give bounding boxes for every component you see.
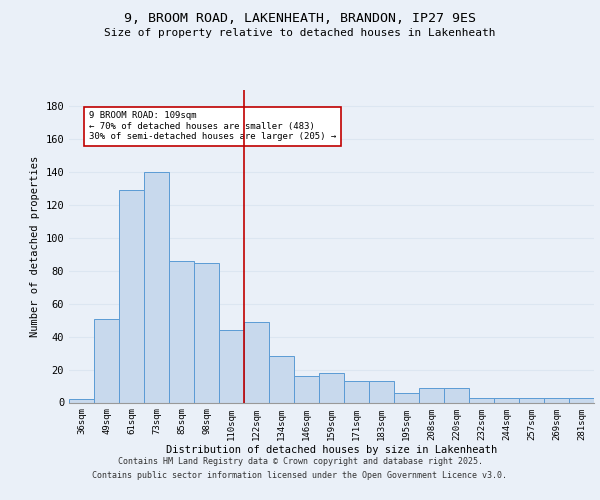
Bar <box>169 261 194 402</box>
Text: 9, BROOM ROAD, LAKENHEATH, BRANDON, IP27 9ES: 9, BROOM ROAD, LAKENHEATH, BRANDON, IP27… <box>124 12 476 26</box>
Bar <box>319 373 344 402</box>
Bar <box>369 381 394 402</box>
Bar <box>69 399 94 402</box>
Bar <box>519 398 544 402</box>
Bar <box>344 381 369 402</box>
Bar <box>494 398 519 402</box>
Bar <box>194 262 219 402</box>
Text: Contains HM Land Registry data © Crown copyright and database right 2025.: Contains HM Land Registry data © Crown c… <box>118 458 482 466</box>
Bar <box>544 398 569 402</box>
X-axis label: Distribution of detached houses by size in Lakenheath: Distribution of detached houses by size … <box>166 445 497 455</box>
Text: Size of property relative to detached houses in Lakenheath: Size of property relative to detached ho… <box>104 28 496 38</box>
Bar <box>219 330 244 402</box>
Bar <box>444 388 469 402</box>
Y-axis label: Number of detached properties: Number of detached properties <box>30 156 40 337</box>
Bar <box>94 318 119 402</box>
Text: 9 BROOM ROAD: 109sqm
← 70% of detached houses are smaller (483)
30% of semi-deta: 9 BROOM ROAD: 109sqm ← 70% of detached h… <box>89 112 336 141</box>
Bar <box>144 172 169 402</box>
Bar <box>119 190 144 402</box>
Bar <box>294 376 319 402</box>
Bar <box>569 398 594 402</box>
Bar <box>469 398 494 402</box>
Bar <box>419 388 444 402</box>
Bar <box>244 322 269 402</box>
Text: Contains public sector information licensed under the Open Government Licence v3: Contains public sector information licen… <box>92 471 508 480</box>
Bar <box>269 356 294 403</box>
Bar <box>394 392 419 402</box>
